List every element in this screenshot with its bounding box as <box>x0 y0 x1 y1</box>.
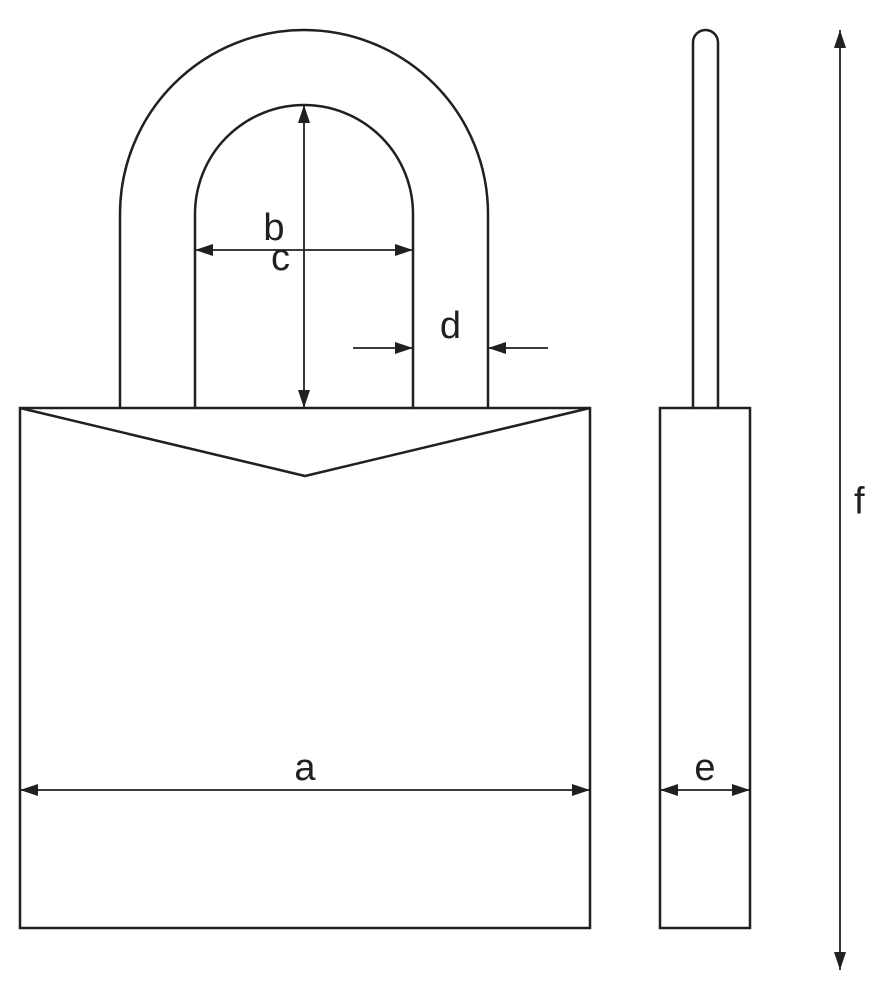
svg-text:a: a <box>294 747 316 789</box>
svg-text:d: d <box>440 305 461 347</box>
svg-text:c: c <box>271 237 290 279</box>
svg-text:e: e <box>694 747 715 789</box>
svg-text:f: f <box>854 480 865 522</box>
padlock-dimension-diagram: abcdef <box>0 0 889 1000</box>
